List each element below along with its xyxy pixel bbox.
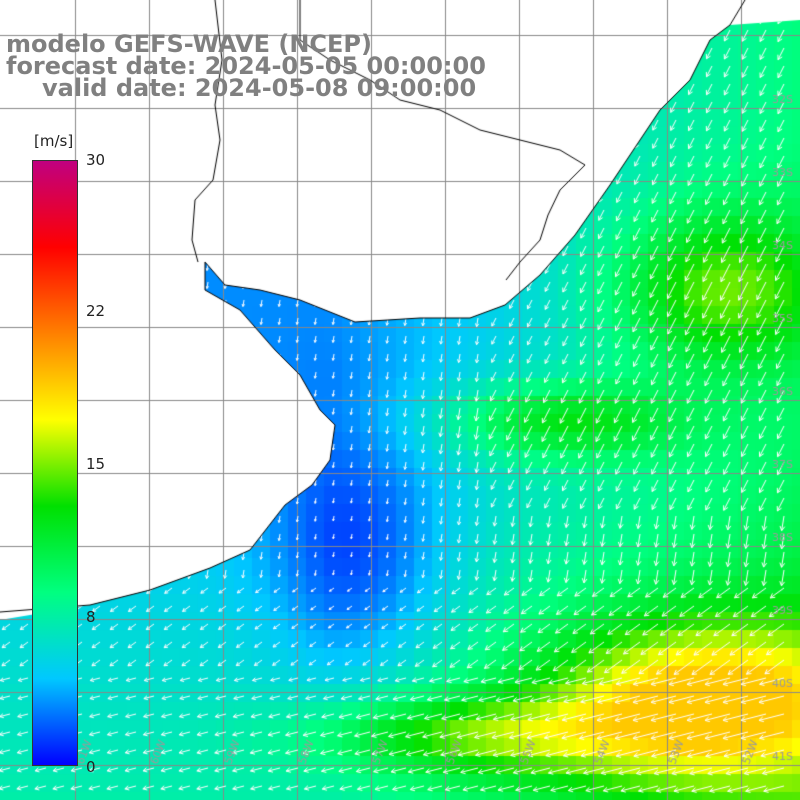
colorbar-tick-0: 0 [86, 758, 96, 776]
colorbar-unit: [m/s] [34, 132, 74, 150]
colorbar [32, 160, 78, 766]
colorbar-tick-8: 8 [86, 608, 96, 626]
colorbar-tick-30: 30 [86, 151, 106, 169]
forecast-date: forecast date: 2024-05-05 00:00:00 [6, 52, 486, 80]
model-title: modelo GEFS-WAVE (NCEP) [6, 30, 372, 58]
colorbar-tick-15: 15 [86, 455, 106, 473]
valid-date: valid date: 2024-05-08 09:00:00 [42, 74, 477, 102]
colorbar-tick-22: 22 [86, 302, 106, 320]
